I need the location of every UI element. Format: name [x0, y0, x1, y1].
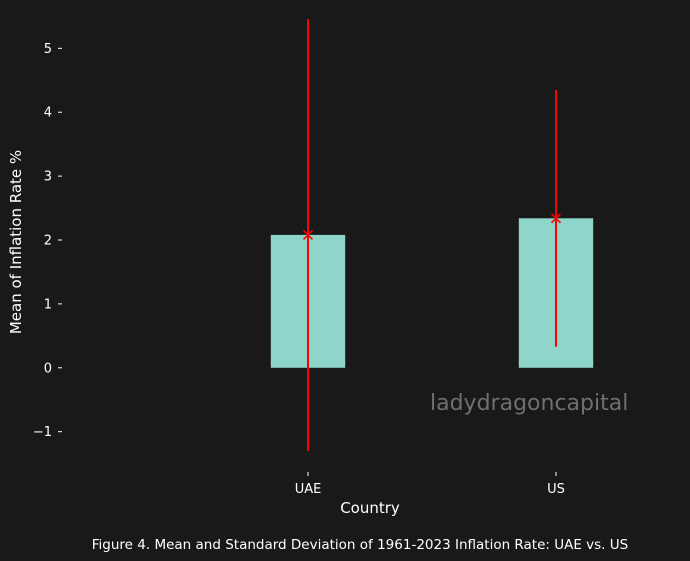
y-tick-label: 1 — [44, 297, 52, 312]
y-tick-label: 5 — [44, 42, 52, 57]
y-tick-label: −1 — [33, 425, 52, 440]
x-axis-title: Country — [340, 499, 400, 517]
y-axis-title: Mean of Inflation Rate % — [7, 150, 25, 334]
y-tick-label: 3 — [44, 170, 52, 185]
watermark: ladydragoncapital — [430, 391, 628, 416]
mean-marker-uae — [302, 229, 314, 240]
figure-caption: Figure 4. Mean and Standard Deviation of… — [92, 537, 628, 553]
mean-marker-stroke — [550, 213, 562, 224]
y-tick-label: 0 — [44, 361, 52, 376]
x-tick-label-us: US — [547, 482, 565, 497]
bars-layer — [270, 218, 594, 368]
mean-marker-stroke — [302, 229, 314, 240]
error-bars-layer — [302, 18, 562, 451]
x-tick-label-uae: UAE — [295, 482, 322, 497]
y-tick-label: 2 — [44, 234, 52, 249]
mean-marker-us — [550, 213, 562, 224]
y-axis: −1 0 1 2 3 4 5 — [33, 42, 62, 440]
x-axis: UAE US — [295, 472, 565, 497]
y-tick-label: 4 — [44, 106, 52, 121]
